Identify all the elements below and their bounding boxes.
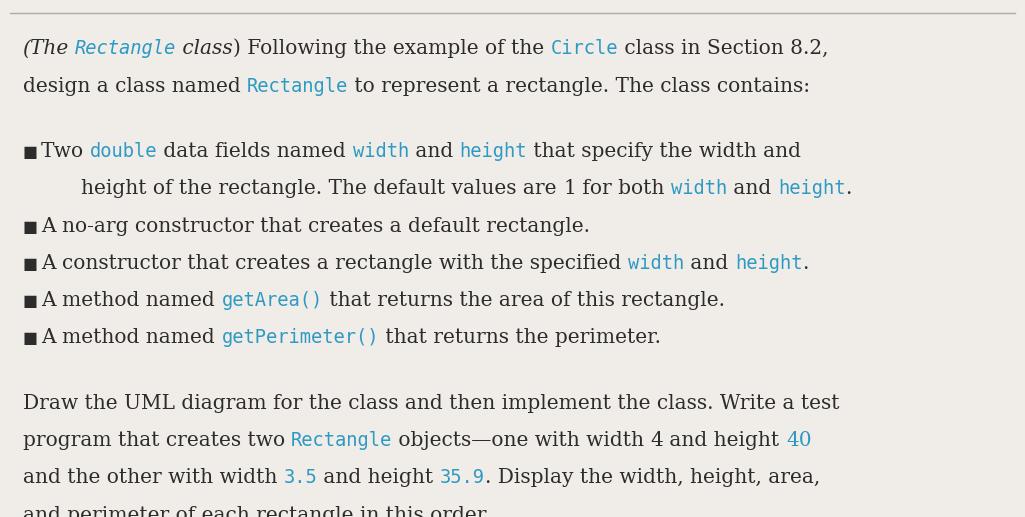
Text: 40: 40 (786, 431, 812, 450)
Text: .: . (846, 179, 852, 199)
Text: A method named: A method named (41, 328, 221, 347)
Text: and height: and height (663, 431, 786, 450)
Text: A constructor that creates a rectangle with the specified: A constructor that creates a rectangle w… (41, 254, 628, 273)
Text: The: The (31, 39, 75, 58)
Text: ■: ■ (23, 220, 38, 235)
Text: that returns the perimeter.: that returns the perimeter. (379, 328, 661, 347)
Text: that specify the width and: that specify the width and (527, 142, 801, 161)
Text: Draw the UML diagram for the class and then implement the class. Write a test: Draw the UML diagram for the class and t… (23, 394, 839, 413)
Text: and height: and height (317, 468, 440, 488)
Text: 35.9: 35.9 (440, 468, 485, 488)
Text: and: and (409, 142, 459, 161)
Text: ■: ■ (23, 331, 38, 346)
Text: objects—one with width: objects—one with width (393, 431, 651, 450)
Text: . Display the width, height, area,: . Display the width, height, area, (485, 468, 820, 488)
Text: (: ( (23, 39, 31, 58)
Text: data fields named: data fields named (158, 142, 353, 161)
Text: design a class named: design a class named (23, 77, 247, 96)
Text: and perimeter of each rectangle in this order.: and perimeter of each rectangle in this … (23, 506, 490, 517)
Text: to represent a rectangle. The class contains:: to represent a rectangle. The class cont… (347, 77, 810, 96)
Text: class: class (176, 39, 233, 58)
Text: width: width (671, 179, 727, 199)
Text: width: width (353, 142, 409, 161)
Text: height: height (735, 254, 803, 273)
Text: Circle: Circle (550, 39, 618, 58)
Text: and: and (727, 179, 778, 199)
Text: width: width (628, 254, 685, 273)
Text: ■: ■ (23, 257, 38, 272)
Text: ■: ■ (23, 294, 38, 309)
Text: ■: ■ (23, 145, 38, 160)
Text: class in Section 8.2,: class in Section 8.2, (618, 39, 828, 58)
Text: height: height (459, 142, 527, 161)
Text: getArea(): getArea() (221, 291, 323, 310)
Text: 1: 1 (564, 179, 576, 199)
Text: 3.5: 3.5 (283, 468, 317, 488)
Text: height: height (778, 179, 846, 199)
Text: program that creates two: program that creates two (23, 431, 291, 450)
Text: 4: 4 (651, 431, 663, 450)
Text: Rectangle: Rectangle (247, 77, 347, 96)
Text: getPerimeter(): getPerimeter() (221, 328, 379, 347)
Text: that returns the area of this rectangle.: that returns the area of this rectangle. (323, 291, 725, 310)
Text: A method named: A method named (41, 291, 221, 310)
Text: Rectangle: Rectangle (291, 431, 393, 450)
Text: height of the rectangle. The default values are: height of the rectangle. The default val… (81, 179, 564, 199)
Text: for both: for both (576, 179, 671, 199)
Text: Rectangle: Rectangle (75, 39, 176, 58)
Text: ) Following the example of the: ) Following the example of the (233, 39, 550, 58)
Text: and the other with width: and the other with width (23, 468, 283, 488)
Text: .: . (803, 254, 809, 273)
Text: and: and (685, 254, 735, 273)
Text: double: double (90, 142, 158, 161)
Text: Two: Two (41, 142, 90, 161)
Text: A no-arg constructor that creates a default rectangle.: A no-arg constructor that creates a defa… (41, 217, 590, 236)
